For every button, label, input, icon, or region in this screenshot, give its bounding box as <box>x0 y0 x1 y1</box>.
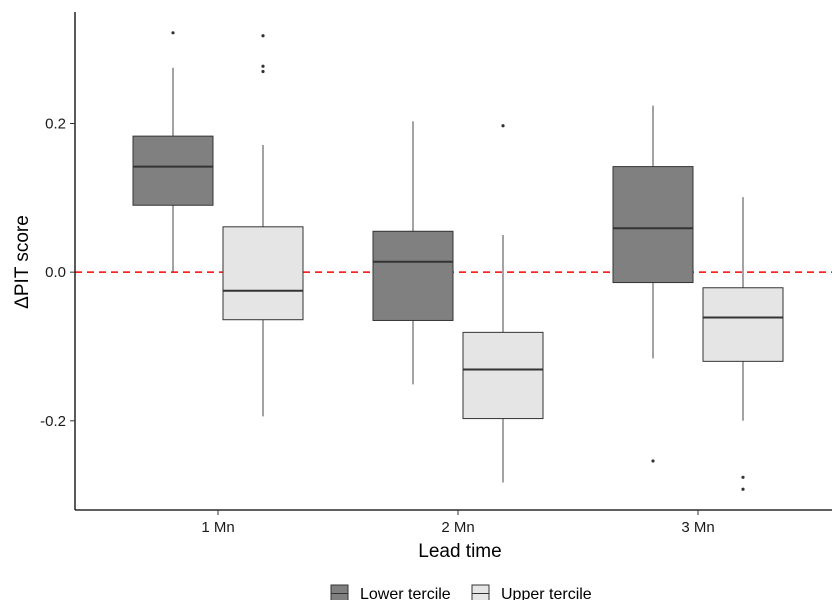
box-upper-2 <box>462 124 544 483</box>
box-lower-2 <box>372 121 454 385</box>
outlier-lower-1-1 <box>171 31 175 35</box>
outlier-upper-1-3 <box>261 69 265 74</box>
legend-item-lower: Lower tercile <box>330 584 451 600</box>
outlier-upper-3-1 <box>741 475 745 479</box>
iqr-box-upper-2 <box>462 331 544 420</box>
iqr-box-lower-1 <box>132 135 214 206</box>
box-lower-1 <box>132 31 214 273</box>
box-upper-3 <box>702 197 784 491</box>
outlier-upper-1-1 <box>261 34 265 38</box>
legend-key-upper <box>471 584 490 600</box>
y-tick-label: -0.2 <box>40 413 66 430</box>
iqr-box-upper-1 <box>222 226 304 321</box>
outlier-upper-3-2 <box>741 487 745 491</box>
outlier-lower-3-1 <box>651 459 655 463</box>
legend-label-upper: Upper tercile <box>501 586 592 600</box>
outlier-upper-2-1 <box>501 124 505 128</box>
legend: Lower tercile Upper tercile <box>330 584 592 600</box>
legend-key-lower <box>330 584 349 600</box>
box-upper-1 <box>222 34 304 417</box>
legend-item-upper: Upper tercile <box>471 584 592 600</box>
x-tick-label: 2 Mn <box>441 519 474 536</box>
legend-label-lower: Lower tercile <box>360 586 451 600</box>
x-axis-title: Lead time <box>418 541 501 562</box>
x-tick-label: 3 Mn <box>681 519 714 536</box>
plot-area <box>75 31 832 491</box>
y-tick-label: 0.0 <box>45 264 66 281</box>
y-tick-label: 0.2 <box>45 115 66 132</box>
axes: 0.2 0.0 -0.2 1 Mn 2 Mn 3 Mn <box>40 12 832 536</box>
iqr-box-upper-3 <box>702 287 784 362</box>
box-lower-3 <box>612 105 694 463</box>
iqr-box-lower-2 <box>372 230 454 321</box>
outlier-upper-1-2 <box>261 64 265 68</box>
x-tick-label: 1 Mn <box>201 519 234 536</box>
y-axis-title: ΔPIT score <box>12 215 33 309</box>
iqr-box-lower-3 <box>612 166 694 284</box>
